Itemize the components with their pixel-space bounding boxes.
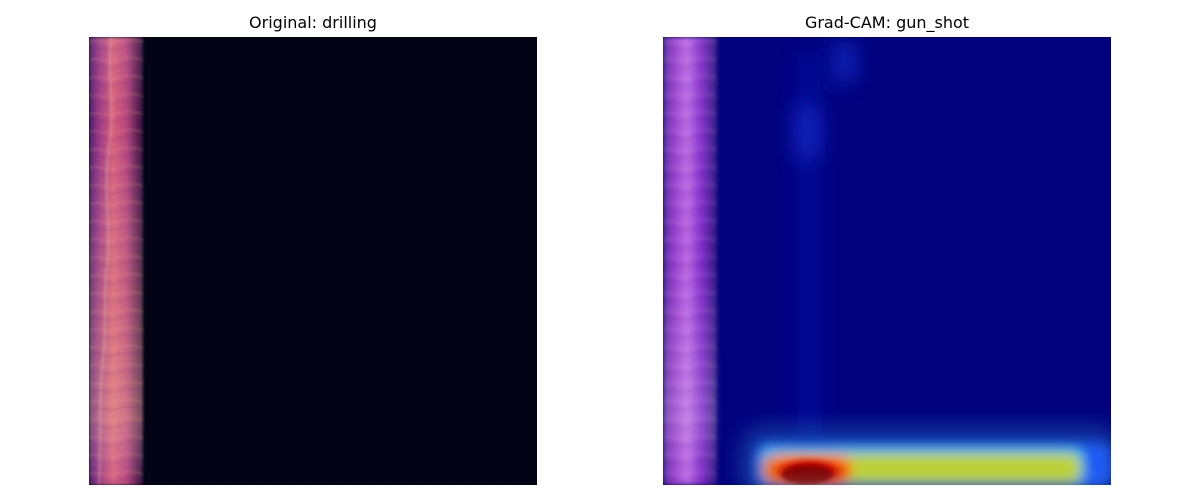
original-spectrogram-image (89, 37, 537, 485)
original-spectrogram (89, 37, 537, 485)
gradcam-panel-title: Grad-CAM: gun_shot (804, 13, 970, 32)
gradcam-overlay (663, 37, 1111, 485)
gradcam-overlay-image (663, 37, 1111, 485)
original-panel: Original: drilling (89, 0, 537, 500)
gradcam-panel: Grad-CAM: gun_shot (663, 0, 1111, 500)
original-panel-title: Original: drilling (249, 13, 377, 32)
